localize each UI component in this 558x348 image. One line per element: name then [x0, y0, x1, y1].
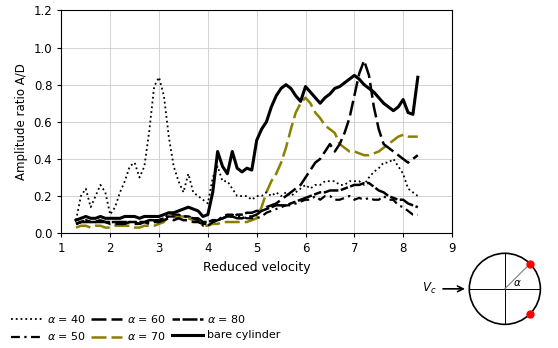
Text: $\alpha$: $\alpha$: [513, 278, 522, 288]
X-axis label: Reduced velocity: Reduced velocity: [203, 261, 310, 274]
Legend: $\alpha$ = 40, $\alpha$ = 50, $\alpha$ = 60, $\alpha$ = 70, $\alpha$ = 80, bare : $\alpha$ = 40, $\alpha$ = 50, $\alpha$ =…: [11, 313, 281, 342]
Y-axis label: Amplitude ratio A/D: Amplitude ratio A/D: [15, 63, 28, 180]
Text: $V_c$: $V_c$: [422, 281, 436, 296]
